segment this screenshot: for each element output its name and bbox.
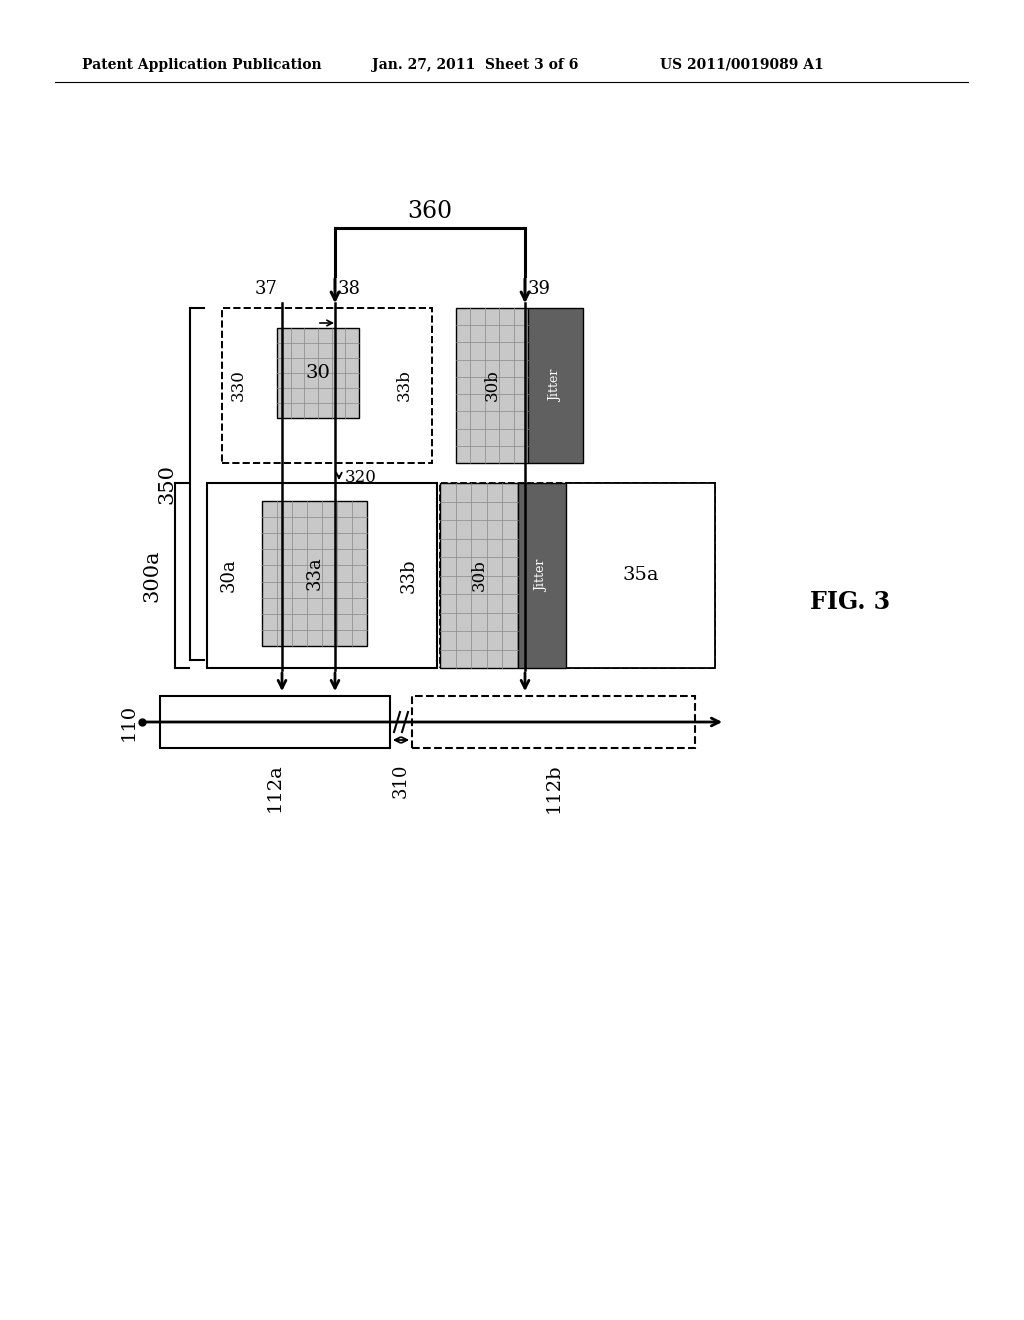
Bar <box>222 308 432 463</box>
Bar <box>566 483 715 668</box>
Text: 300a: 300a <box>142 549 161 602</box>
Text: Jitter: Jitter <box>549 370 562 401</box>
Bar <box>440 483 715 668</box>
Bar <box>412 696 695 748</box>
Text: 30b: 30b <box>483 370 501 401</box>
Bar <box>262 502 367 645</box>
Bar <box>207 483 437 668</box>
Text: 110: 110 <box>120 704 138 741</box>
Text: 37: 37 <box>255 280 278 298</box>
Bar <box>440 483 518 668</box>
Text: 33b: 33b <box>400 558 418 593</box>
Text: 360: 360 <box>408 201 453 223</box>
Text: 320: 320 <box>345 469 377 486</box>
Bar <box>456 308 528 463</box>
Bar <box>518 483 566 668</box>
Text: 30: 30 <box>305 364 331 381</box>
Bar <box>528 308 583 463</box>
Text: 35a: 35a <box>623 566 658 585</box>
Text: 33b: 33b <box>395 370 413 401</box>
Text: Jitter: Jitter <box>536 560 549 591</box>
Text: 30b: 30b <box>470 560 487 591</box>
Bar <box>160 696 390 748</box>
Text: 112b: 112b <box>545 763 562 813</box>
Text: 30a: 30a <box>220 558 238 593</box>
Text: 33a: 33a <box>305 557 324 590</box>
Text: 350: 350 <box>157 465 176 504</box>
Text: FIG. 3: FIG. 3 <box>810 590 890 614</box>
Text: Jan. 27, 2011  Sheet 3 of 6: Jan. 27, 2011 Sheet 3 of 6 <box>372 58 579 73</box>
Text: Patent Application Publication: Patent Application Publication <box>82 58 322 73</box>
Text: 38: 38 <box>338 280 361 298</box>
Text: 330: 330 <box>229 370 247 401</box>
Text: 112a: 112a <box>266 763 284 812</box>
Text: 310: 310 <box>392 763 410 797</box>
Bar <box>278 327 359 418</box>
Text: 39: 39 <box>528 280 551 298</box>
Text: US 2011/0019089 A1: US 2011/0019089 A1 <box>660 58 823 73</box>
